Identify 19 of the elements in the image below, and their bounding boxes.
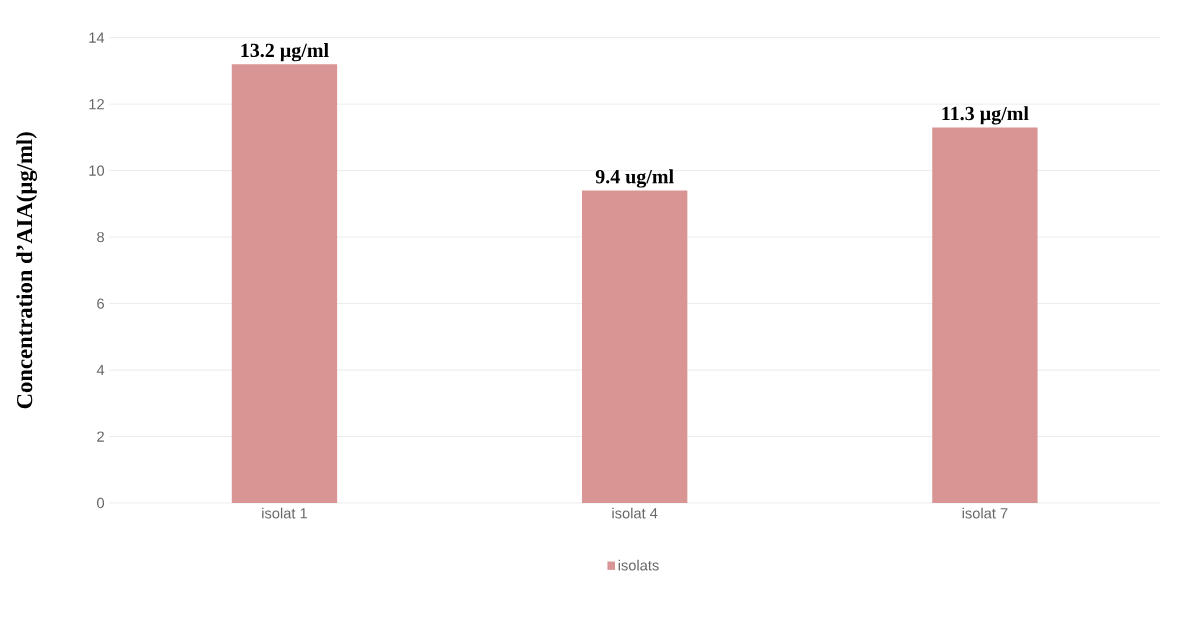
- data-label: 13.2 µg/ml: [241, 43, 329, 62]
- y-tick-label: 10: [89, 165, 105, 176]
- y-tick-label: 14: [89, 32, 105, 43]
- y-tick-label: 2: [97, 431, 104, 442]
- data-label: 9.4 ug/ml: [595, 169, 674, 188]
- y-tick-label: 12: [89, 99, 104, 110]
- x-tick-label: isolat 7: [962, 507, 1008, 519]
- y-axis-title: Concentration d’AIA(µg/ml): [16, 132, 38, 409]
- data-label: 11.3 µg/ml: [942, 106, 1029, 125]
- x-tick-label: isolat 1: [262, 507, 307, 519]
- bar: [582, 190, 688, 503]
- bar: [231, 64, 338, 503]
- y-tick-label: 0: [97, 497, 105, 509]
- y-tick-label: 6: [97, 298, 104, 309]
- x-tick-label: isolat 4: [612, 507, 658, 519]
- y-tick-label: 4: [96, 365, 105, 376]
- legend-label: isolats: [618, 559, 659, 571]
- y-tick-label: 8: [97, 231, 104, 243]
- bar: [932, 127, 1038, 503]
